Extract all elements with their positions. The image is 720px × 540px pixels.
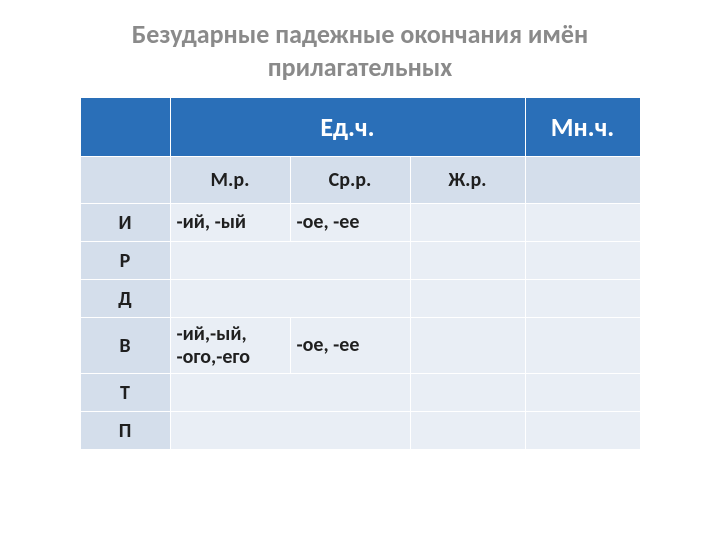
- cell-V-f: [410, 318, 525, 374]
- cell-I-n: -ое, -ее: [290, 204, 410, 242]
- table-row: В -ий,-ый, -ого,-его -ое, -ее: [80, 318, 640, 374]
- subheader-n: Ср.р.: [290, 157, 410, 204]
- endings-table: Ед.ч. Мн.ч. М.р. Ср.р. Ж.р. И -ий, -ый -…: [80, 97, 641, 450]
- subheader-f: Ж.р.: [410, 157, 525, 204]
- cell-R-pl: [525, 242, 640, 280]
- table-row: П: [80, 412, 640, 450]
- table-row: Д: [80, 280, 640, 318]
- table-header-row-1: Ед.ч. Мн.ч.: [80, 98, 640, 157]
- cell-I-f: [410, 204, 525, 242]
- cell-P-pl: [525, 412, 640, 450]
- case-label: Д: [80, 280, 170, 318]
- table-row: Т: [80, 374, 640, 412]
- table-row: Р: [80, 242, 640, 280]
- case-label: В: [80, 318, 170, 374]
- cell-V-pl: [525, 318, 640, 374]
- cell-R-f: [410, 242, 525, 280]
- cell-I-pl: [525, 204, 640, 242]
- slide-title: Безударные падежные окончания имён прила…: [40, 18, 680, 83]
- cell-D-pl: [525, 280, 640, 318]
- cell-D-mn: [170, 280, 410, 318]
- cell-P-mn: [170, 412, 410, 450]
- header-plural: Мн.ч.: [525, 98, 640, 157]
- subheader-blank: [80, 157, 170, 204]
- cell-T-f: [410, 374, 525, 412]
- header-corner-blank: [80, 98, 170, 157]
- cell-P-f: [410, 412, 525, 450]
- cell-R-mn: [170, 242, 410, 280]
- case-label: П: [80, 412, 170, 450]
- cell-T-mn: [170, 374, 410, 412]
- cell-T-pl: [525, 374, 640, 412]
- case-label: Р: [80, 242, 170, 280]
- cell-I-m: -ий, -ый: [170, 204, 290, 242]
- cell-D-f: [410, 280, 525, 318]
- table-row: И -ий, -ый -ое, -ее: [80, 204, 640, 242]
- cell-V-m: -ий,-ый, -ого,-его: [170, 318, 290, 374]
- header-singular: Ед.ч.: [170, 98, 525, 157]
- case-label: Т: [80, 374, 170, 412]
- case-label: И: [80, 204, 170, 242]
- cell-V-n: -ое, -ее: [290, 318, 410, 374]
- slide-container: { "title": "Безударные падежные окончани…: [0, 0, 720, 540]
- table-header-row-2: М.р. Ср.р. Ж.р.: [80, 157, 640, 204]
- subheader-m: М.р.: [170, 157, 290, 204]
- subheader-pl-blank: [525, 157, 640, 204]
